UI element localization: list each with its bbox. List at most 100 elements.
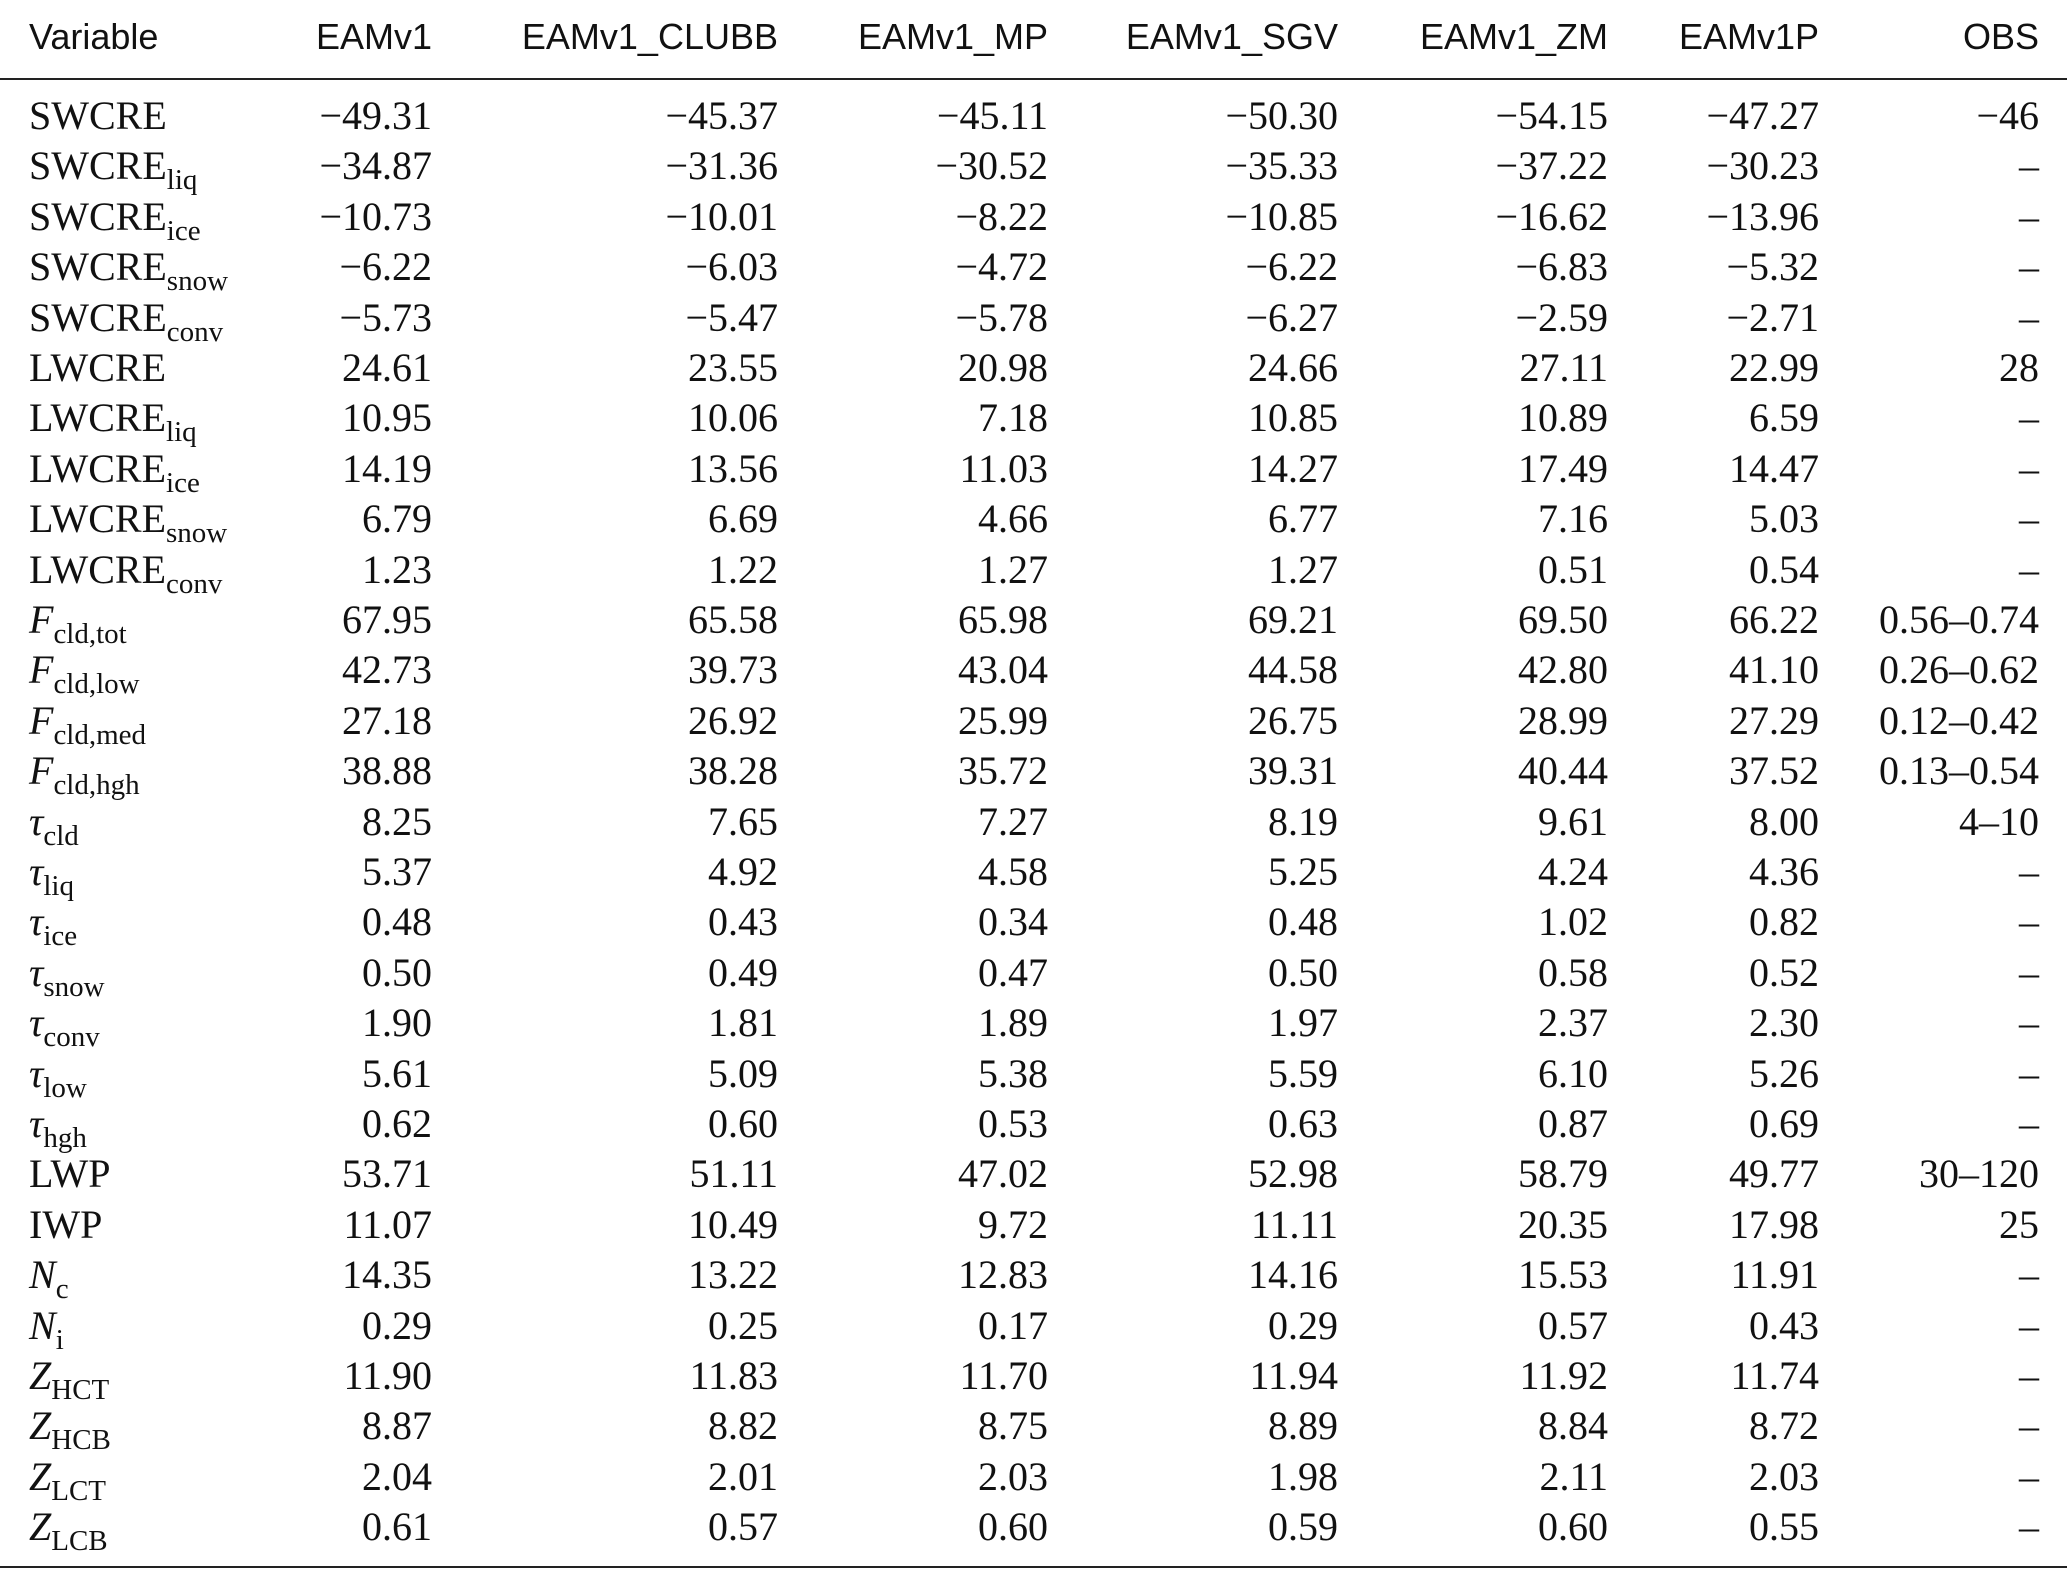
value-cell: 41.10 <box>1729 647 1819 693</box>
value-cell: −6.27 <box>1245 294 1338 340</box>
value-cell: −37.22 <box>1495 143 1608 189</box>
value-cell: 39.73 <box>688 647 778 693</box>
value-cell: 11.91 <box>1730 1252 1819 1298</box>
value-cell: 6.69 <box>708 496 778 542</box>
variable-name: LWCRE <box>29 345 167 390</box>
value-cell: −45.37 <box>665 93 778 138</box>
variable-subscript: hgh <box>43 1122 87 1154</box>
variable-cell: τlow <box>29 1050 87 1102</box>
value-cell: – <box>2019 1000 2039 1046</box>
value-cell: – <box>2019 1504 2039 1550</box>
value-cell: 0.43 <box>708 899 778 945</box>
value-cell: 14.16 <box>1248 1252 1338 1298</box>
value-cell: 1.02 <box>1538 899 1608 945</box>
value-cell: 14.19 <box>342 445 432 491</box>
variable-subscript: snow <box>166 517 228 550</box>
value-cell: 1.90 <box>362 1000 432 1046</box>
value-cell: 51.11 <box>689 1151 778 1197</box>
value-cell: 43.04 <box>958 647 1048 693</box>
value-cell: 0.56–0.74 <box>1879 597 2039 642</box>
value-cell: 11.07 <box>343 1201 432 1247</box>
variable-name: τ <box>29 1050 44 1096</box>
value-cell: 0.57 <box>1538 1302 1608 1348</box>
value-cell: 44.58 <box>1248 647 1338 693</box>
value-cell: 5.09 <box>708 1050 778 1096</box>
column-header: EAMv1_MP <box>857 16 1048 57</box>
value-cell: 8.75 <box>978 1403 1048 1449</box>
value-cell: 27.18 <box>342 697 432 743</box>
value-cell: 11.03 <box>959 445 1048 491</box>
variable-cell: SWCREliq <box>29 146 197 195</box>
value-cell: 10.49 <box>688 1201 778 1247</box>
value-cell: – <box>2019 244 2039 290</box>
variable-name: SWCRE <box>29 244 167 290</box>
value-cell: 0.54 <box>1749 546 1819 592</box>
variable-subscript: liq <box>166 164 198 197</box>
variable-cell: LWCREconv <box>29 549 222 598</box>
variable-cell: Ni <box>29 1302 64 1354</box>
value-cell: – <box>2019 849 2039 894</box>
value-cell: 0.48 <box>1268 899 1338 945</box>
value-cell: 26.75 <box>1248 697 1338 743</box>
variable-cell: τice <box>29 902 77 951</box>
value-cell: – <box>2019 445 2039 491</box>
value-cell: 22.99 <box>1729 345 1819 390</box>
variable-subscript: ice <box>166 214 201 247</box>
variable-cell: LWCRE <box>29 348 166 388</box>
variable-name: SWCRE <box>29 193 167 239</box>
variable-subscript: LCT <box>51 1474 107 1507</box>
value-cell: 5.26 <box>1749 1050 1819 1096</box>
value-cell: −8.22 <box>955 193 1048 239</box>
value-cell: −6.03 <box>685 244 778 290</box>
value-cell: 0.62 <box>362 1101 432 1146</box>
value-cell: 2.03 <box>1749 1453 1819 1499</box>
value-cell: 8.84 <box>1538 1403 1608 1449</box>
value-cell: 58.79 <box>1518 1151 1608 1197</box>
value-cell: 2.37 <box>1538 1000 1608 1046</box>
value-cell: 27.11 <box>1519 345 1608 390</box>
value-cell: 15.53 <box>1518 1252 1608 1298</box>
variable-subscript: ice <box>166 466 200 499</box>
value-cell: 8.19 <box>1268 798 1338 844</box>
value-cell: 0.13–0.54 <box>1879 748 2039 794</box>
variable-name: IWP <box>29 1201 103 1247</box>
value-cell: 11.94 <box>1249 1353 1338 1398</box>
variable-cell: τsnow <box>29 949 105 1001</box>
value-cell: 8.82 <box>708 1403 778 1449</box>
value-cell: 2.03 <box>978 1453 1048 1499</box>
variable-name: N <box>29 1302 56 1348</box>
variable-cell: τhgh <box>29 1104 87 1153</box>
value-cell: 0.58 <box>1538 949 1608 995</box>
value-cell: 28.99 <box>1518 697 1608 743</box>
value-cell: 65.58 <box>688 597 778 642</box>
value-cell: −10.85 <box>1225 193 1338 239</box>
value-cell: 49.77 <box>1729 1151 1819 1197</box>
value-cell: 0.34 <box>978 899 1048 945</box>
variable-name: LWCRE <box>29 496 167 542</box>
value-cell: −34.87 <box>319 143 432 189</box>
value-cell: 1.23 <box>362 546 432 592</box>
value-cell: 0.47 <box>978 949 1048 995</box>
variable-cell: LWP <box>29 1154 110 1194</box>
value-cell: 10.95 <box>342 395 432 441</box>
value-cell: 1.27 <box>978 546 1048 592</box>
value-cell: 0.49 <box>708 949 778 995</box>
value-cell: 0.29 <box>1268 1302 1338 1348</box>
column-header: Variable <box>29 16 159 57</box>
value-cell: 0.55 <box>1749 1504 1819 1550</box>
variable-cell: Fcld,hgh <box>29 751 140 800</box>
value-cell: −10.01 <box>665 193 778 239</box>
value-cell: 4.92 <box>708 849 778 894</box>
value-cell: 1.89 <box>978 1000 1048 1046</box>
value-cell: 1.81 <box>708 1000 778 1046</box>
variable-cell: τcld <box>29 801 79 850</box>
variable-cell: ZHCB <box>29 1406 111 1455</box>
value-cell: 2.11 <box>1539 1453 1608 1499</box>
value-cell: −54.15 <box>1495 93 1608 138</box>
value-cell: 1.27 <box>1268 546 1338 592</box>
value-cell: 35.72 <box>958 748 1048 794</box>
variable-name: τ <box>29 949 44 995</box>
value-cell: 6.59 <box>1749 395 1819 441</box>
variable-cell: ZLCT <box>29 1456 106 1505</box>
value-cell: 39.31 <box>1248 748 1338 794</box>
